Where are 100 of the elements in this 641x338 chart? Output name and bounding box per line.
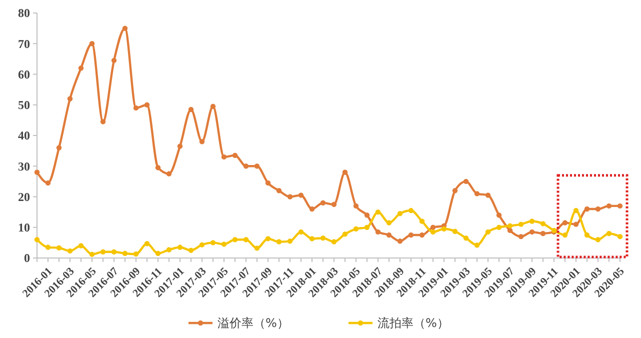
point xyxy=(34,237,40,242)
point xyxy=(617,234,623,240)
point xyxy=(78,66,84,71)
point xyxy=(188,106,194,112)
point xyxy=(56,245,62,250)
point xyxy=(155,165,161,170)
point xyxy=(529,229,535,235)
point xyxy=(276,239,282,244)
point xyxy=(199,242,205,248)
point xyxy=(287,194,293,200)
point xyxy=(353,203,359,209)
point xyxy=(320,235,326,241)
point xyxy=(276,188,282,194)
point xyxy=(133,105,139,111)
point xyxy=(430,224,436,230)
point xyxy=(45,244,51,250)
point xyxy=(254,164,260,169)
point xyxy=(188,248,194,253)
point xyxy=(331,202,337,208)
point xyxy=(584,232,590,238)
point xyxy=(507,228,513,234)
point xyxy=(34,170,40,175)
point xyxy=(221,242,227,247)
y-tick-label: 70 xyxy=(18,36,30,51)
point xyxy=(210,240,216,246)
point xyxy=(518,222,524,227)
point xyxy=(606,230,612,236)
point xyxy=(320,200,326,206)
point xyxy=(45,180,51,186)
point xyxy=(419,218,425,224)
point xyxy=(221,154,227,160)
point xyxy=(485,192,491,198)
point xyxy=(408,232,414,238)
point xyxy=(232,237,238,242)
point xyxy=(408,208,414,214)
point xyxy=(430,229,436,235)
point xyxy=(56,145,62,150)
point xyxy=(529,218,535,224)
point xyxy=(67,248,73,254)
point xyxy=(540,230,546,236)
y-tick-label: 40 xyxy=(18,128,30,143)
y-tick-label: 30 xyxy=(18,159,30,174)
point xyxy=(111,249,117,254)
point xyxy=(265,180,271,186)
point xyxy=(562,220,568,226)
point xyxy=(584,206,590,212)
point xyxy=(452,188,458,194)
point xyxy=(474,242,480,248)
point xyxy=(309,236,315,242)
point xyxy=(243,164,249,169)
point xyxy=(562,232,568,238)
y-tick-label: 50 xyxy=(18,98,30,112)
point xyxy=(298,229,304,235)
point xyxy=(144,102,150,108)
point xyxy=(518,234,524,240)
point xyxy=(485,229,491,235)
point xyxy=(573,208,579,214)
point xyxy=(67,96,73,102)
point xyxy=(474,191,480,196)
point xyxy=(122,26,128,31)
point xyxy=(595,237,601,242)
point xyxy=(386,232,392,238)
point xyxy=(177,144,183,149)
point xyxy=(397,238,403,244)
y-tick-label: 20 xyxy=(18,190,30,204)
legend-label: 流拍率（%） xyxy=(378,316,449,330)
point xyxy=(78,243,84,248)
point xyxy=(573,222,579,227)
legend-label: 溢价率（%） xyxy=(218,316,289,330)
point xyxy=(507,223,513,228)
point xyxy=(100,249,106,254)
point xyxy=(441,226,447,232)
point xyxy=(298,192,304,198)
point xyxy=(342,232,348,237)
point xyxy=(155,250,161,256)
point xyxy=(540,221,546,226)
point xyxy=(111,58,117,64)
point xyxy=(386,220,392,226)
point xyxy=(463,235,469,241)
point xyxy=(199,139,205,144)
point xyxy=(177,244,183,250)
y-tick-label: 0 xyxy=(24,251,30,266)
point xyxy=(496,224,502,230)
point xyxy=(353,226,359,232)
point xyxy=(375,229,381,235)
point xyxy=(133,251,139,257)
point xyxy=(342,170,348,175)
point xyxy=(309,206,315,212)
point xyxy=(452,228,458,234)
y-tick-label: 80 xyxy=(18,6,30,20)
point xyxy=(166,171,172,176)
point xyxy=(364,212,370,218)
point xyxy=(89,252,95,257)
point xyxy=(595,206,601,212)
point xyxy=(463,178,469,184)
point xyxy=(166,247,172,252)
point xyxy=(265,236,271,242)
point xyxy=(397,210,403,216)
y-tick-label: 60 xyxy=(18,67,30,82)
point xyxy=(243,237,249,242)
